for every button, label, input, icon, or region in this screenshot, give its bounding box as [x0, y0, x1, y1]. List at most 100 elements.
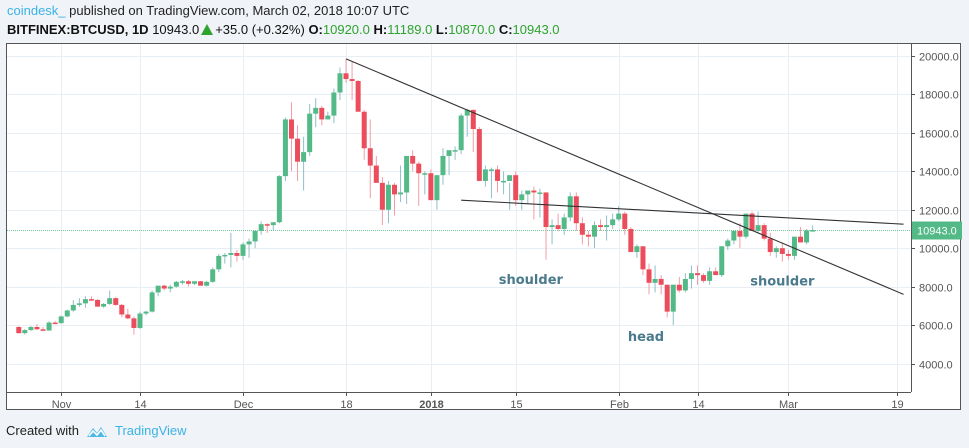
candle[interactable] — [610, 213, 616, 229]
candle[interactable] — [567, 192, 573, 222]
candle[interactable] — [591, 221, 597, 249]
candle[interactable] — [246, 238, 252, 258]
candle[interactable] — [282, 117, 288, 181]
candle[interactable] — [101, 302, 107, 308]
candle[interactable] — [428, 169, 434, 201]
candle[interactable] — [482, 165, 488, 187]
candle[interactable] — [264, 223, 270, 233]
candle[interactable] — [416, 161, 422, 206]
candle[interactable] — [58, 315, 64, 324]
author-link[interactable]: coindesk_ — [7, 3, 66, 18]
candle[interactable] — [495, 165, 501, 193]
candle[interactable] — [149, 290, 155, 313]
candle[interactable] — [785, 250, 791, 260]
candle[interactable] — [355, 80, 361, 112]
candle[interactable] — [204, 280, 210, 287]
candle[interactable] — [404, 155, 410, 204]
candle[interactable] — [40, 327, 46, 331]
tradingview-link[interactable]: TradingView — [114, 423, 187, 438]
candle[interactable] — [295, 125, 301, 181]
candle[interactable] — [476, 127, 482, 181]
candle[interactable] — [216, 253, 222, 273]
candle[interactable] — [755, 211, 761, 233]
candle[interactable] — [185, 279, 191, 287]
candle[interactable] — [64, 309, 70, 318]
candle[interactable] — [543, 192, 549, 260]
candle[interactable] — [398, 165, 404, 203]
trend-line[interactable] — [345, 58, 904, 295]
candle[interactable] — [107, 290, 113, 305]
candle[interactable] — [452, 146, 458, 160]
candle[interactable] — [379, 177, 385, 226]
candle[interactable] — [634, 244, 640, 258]
candle[interactable] — [161, 284, 167, 291]
candle[interactable] — [198, 280, 204, 286]
candle[interactable] — [622, 211, 628, 235]
candle[interactable] — [658, 275, 664, 295]
candle[interactable] — [228, 232, 234, 268]
candle[interactable] — [301, 136, 307, 191]
candle[interactable] — [434, 175, 440, 210]
candle[interactable] — [70, 300, 76, 312]
candle[interactable] — [82, 296, 88, 308]
candle[interactable] — [725, 238, 731, 251]
candle[interactable] — [779, 242, 785, 262]
candle[interactable] — [640, 246, 646, 276]
candle[interactable] — [16, 326, 22, 334]
candle[interactable] — [385, 180, 391, 224]
candle[interactable] — [537, 188, 543, 218]
candle[interactable] — [258, 221, 264, 235]
candle[interactable] — [137, 311, 143, 329]
candle[interactable] — [749, 211, 755, 231]
candle[interactable] — [288, 102, 294, 172]
candle[interactable] — [579, 217, 585, 245]
candle[interactable] — [719, 246, 725, 278]
candle[interactable] — [367, 119, 373, 199]
candle[interactable] — [210, 267, 216, 283]
candle[interactable] — [501, 171, 507, 195]
candle[interactable] — [179, 279, 185, 285]
candle[interactable] — [804, 228, 810, 245]
candle[interactable] — [373, 155, 379, 183]
shoulder-annotation[interactable]: shoulder — [750, 275, 815, 290]
candle[interactable] — [810, 225, 816, 232]
candle[interactable] — [713, 267, 719, 276]
candle[interactable] — [743, 213, 749, 239]
candle[interactable] — [513, 171, 519, 206]
candle[interactable] — [525, 190, 531, 204]
candle[interactable] — [422, 171, 428, 195]
candle[interactable] — [410, 150, 416, 172]
candle[interactable] — [337, 67, 343, 101]
candle[interactable] — [222, 253, 228, 264]
candle[interactable] — [173, 280, 179, 288]
candle[interactable] — [767, 232, 773, 256]
candle[interactable] — [488, 167, 494, 199]
candle[interactable] — [695, 265, 700, 285]
candle[interactable] — [555, 213, 561, 231]
candle[interactable] — [240, 242, 246, 260]
candle[interactable] — [507, 175, 513, 210]
candle[interactable] — [561, 213, 567, 235]
candle[interactable] — [392, 182, 397, 216]
candle[interactable] — [646, 263, 652, 295]
candle[interactable] — [458, 113, 464, 155]
trend-line[interactable] — [461, 199, 904, 225]
candle[interactable] — [470, 109, 476, 153]
candle[interactable] — [604, 215, 610, 241]
candle[interactable] — [773, 246, 779, 258]
candle[interactable] — [270, 222, 276, 231]
candle[interactable] — [89, 296, 94, 301]
candle[interactable] — [519, 190, 525, 210]
candle[interactable] — [676, 277, 682, 293]
candle[interactable] — [192, 281, 198, 286]
candle[interactable] — [131, 316, 137, 335]
candle[interactable] — [349, 61, 355, 101]
candle[interactable] — [252, 230, 258, 249]
chart-frame[interactable] — [6, 43, 961, 410]
candle[interactable] — [598, 219, 604, 231]
candle[interactable] — [313, 98, 319, 128]
candle[interactable] — [549, 219, 555, 245]
candle[interactable] — [798, 227, 804, 243]
shoulder-annotation[interactable]: shoulder — [499, 273, 564, 288]
